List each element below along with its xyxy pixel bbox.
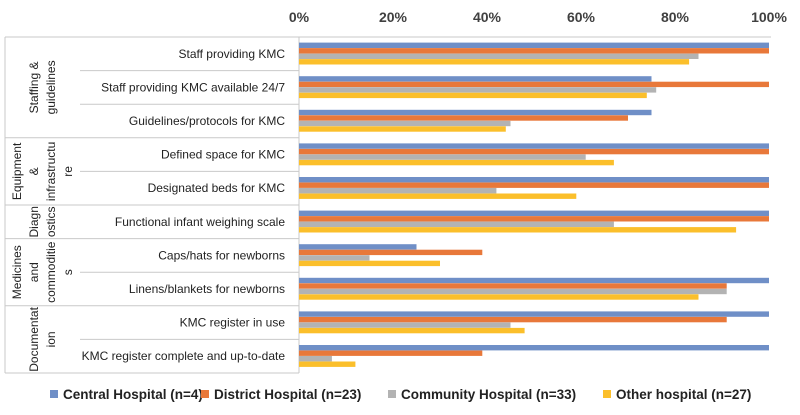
bar: [299, 42, 769, 48]
x-tick-label: 0%: [289, 9, 310, 25]
bar: [299, 154, 586, 160]
bar: [299, 361, 356, 367]
x-tick-label: 60%: [567, 9, 596, 25]
category-labels: Staff providing KMC Staff providing KMC a…: [82, 47, 286, 363]
bar: [299, 120, 511, 127]
bar: [299, 260, 440, 267]
bar: [299, 159, 614, 166]
bar: [299, 193, 577, 199]
legend-swatch: [603, 390, 611, 398]
group-labels: Staffing & guidelines Equipment & infrastruc…: [10, 60, 75, 371]
x-tick-label: 40%: [473, 9, 502, 25]
legend-swatch: [50, 390, 58, 398]
bar: [299, 81, 769, 88]
category-label: KMC register complete and up-to-date: [82, 349, 286, 363]
bar: [299, 221, 614, 227]
category-label: Caps/hats for newborns: [158, 248, 285, 262]
group-label: re: [61, 166, 75, 177]
bar: [299, 249, 483, 256]
group-label: &: [27, 167, 41, 175]
category-label: KMC register in use: [180, 316, 286, 330]
bar: [299, 143, 769, 149]
bar: [299, 283, 727, 289]
legend-label: Other hospital (n=27): [616, 387, 751, 402]
legend-label: District Hospital (n=23): [214, 387, 361, 402]
group-label: infrastructu: [44, 142, 58, 201]
bar: [299, 188, 497, 194]
bar: [299, 327, 525, 334]
bar: [299, 115, 628, 121]
bar: [299, 350, 483, 356]
bar: [299, 277, 769, 284]
bar: [299, 92, 647, 99]
legend-swatch: [388, 390, 396, 398]
bar: [299, 227, 737, 233]
group-label: guidelines: [44, 60, 58, 114]
bar: [299, 311, 769, 317]
category-label: Guidelines/protocols for KMC: [129, 114, 285, 128]
group-label: ostics: [44, 206, 58, 237]
x-tick-label: 20%: [379, 9, 408, 25]
bar: [299, 126, 506, 132]
group-label: s: [61, 269, 75, 275]
x-tick-label: 100%: [751, 9, 787, 25]
x-tick-label: 80%: [661, 9, 690, 25]
bar: [299, 255, 370, 261]
bar: [299, 148, 769, 155]
group-label: Staffing &: [27, 61, 41, 113]
bar: [299, 76, 652, 82]
bar: [299, 53, 699, 59]
legend-label: Central Hospital (n=4): [63, 387, 203, 402]
group-label: commoditie: [44, 241, 58, 303]
category-label: Staff providing KMC: [179, 47, 286, 61]
category-label: Linens/blankets for newborns: [129, 282, 285, 296]
bar: [299, 345, 769, 351]
bar: [299, 177, 769, 183]
group-label: Documentat: [27, 306, 41, 371]
group-label: Diagn: [27, 206, 41, 237]
bar: [299, 288, 727, 295]
bar: [299, 294, 699, 300]
group-label: Equipment: [10, 142, 24, 200]
bar: [299, 182, 769, 188]
group-label: and: [27, 262, 41, 282]
bar: [299, 244, 417, 250]
legend: Central Hospital (n=4) District Hospital …: [50, 387, 751, 402]
bar: [299, 87, 657, 93]
bar: [299, 48, 769, 54]
bar: [299, 356, 332, 362]
group-label: Medicines: [10, 245, 24, 299]
bar: [299, 109, 652, 116]
bar: [299, 322, 511, 328]
category-label: Designated beds for KMC: [148, 181, 286, 195]
bar: [299, 210, 769, 216]
bar: [299, 216, 769, 222]
category-label: Defined space for KMC: [161, 148, 285, 162]
legend-swatch: [201, 390, 209, 398]
bars-layer: [299, 42, 769, 367]
category-label: Functional infant weighing scale: [115, 215, 285, 229]
bar: [299, 316, 727, 323]
category-label: Staff providing KMC available 24/7: [101, 80, 285, 94]
group-label: ion: [44, 331, 58, 347]
legend-label: Community Hospital (n=33): [401, 387, 576, 402]
bar: [299, 59, 690, 65]
